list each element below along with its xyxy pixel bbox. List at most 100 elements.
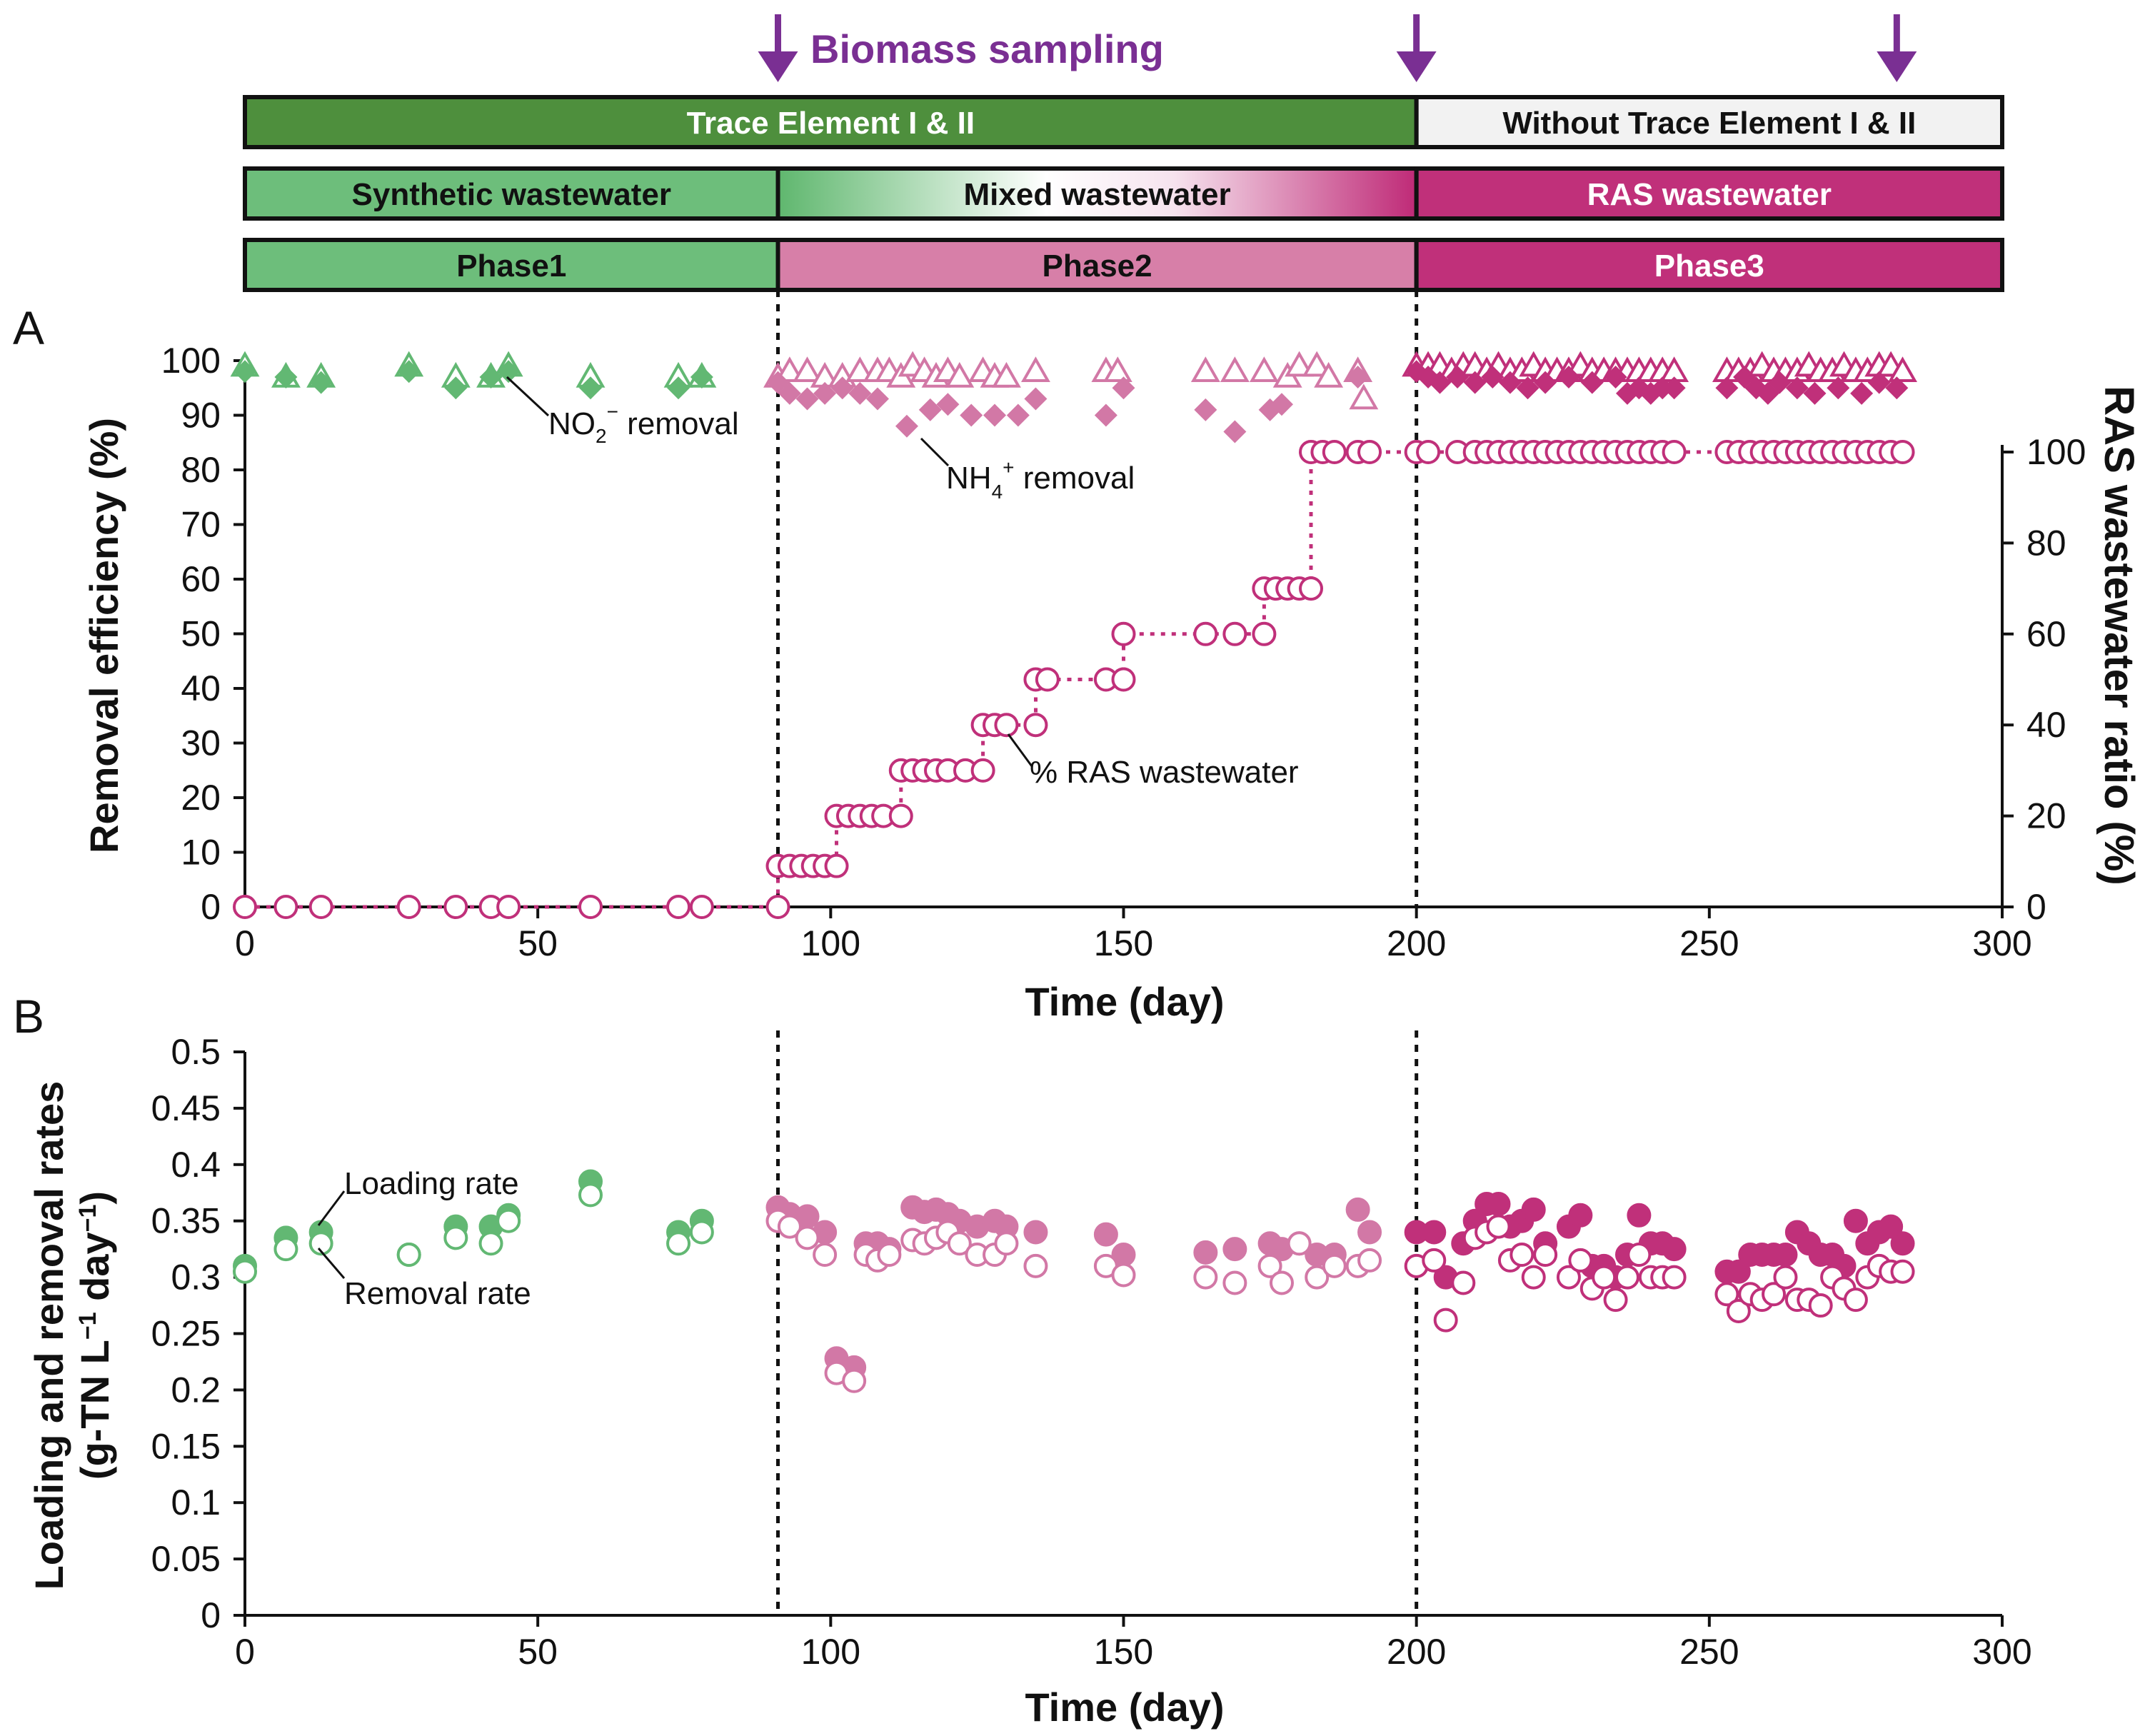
removal-point [1627, 1243, 1652, 1268]
b-ytick-label: 0.3 [171, 1258, 221, 1298]
nh4-point [1715, 376, 1739, 400]
annotation-leaders-b [317, 1190, 346, 1279]
ras-point [273, 895, 298, 919]
removal-point [1890, 1259, 1915, 1284]
removal-point [1257, 1253, 1282, 1278]
no2-point [1349, 383, 1379, 410]
a-y2tick-label: 0 [2026, 887, 2046, 927]
nh4-point [497, 360, 521, 383]
loading-point [1627, 1203, 1652, 1228]
a-ytick-label: 60 [181, 559, 221, 599]
nh4-point [1768, 371, 1792, 394]
a-xtick-label: 150 [1094, 923, 1153, 963]
a-ytick-label: 80 [181, 450, 221, 490]
b-xtick-label: 250 [1679, 1632, 1739, 1672]
chart-b: 0 50 100 150 200 250 300 0 0.05 0.1 0.15 0.2 0.25 0.3… [151, 1030, 2032, 1672]
b-ytick-label: 0.25 [151, 1314, 221, 1354]
bar-trace-1 [1414, 95, 2004, 149]
ras-point [689, 895, 714, 919]
bar-label-phase-2: Phase3 [1654, 249, 1764, 284]
removal-point [1222, 1270, 1247, 1295]
a-ytick-label: 10 [181, 833, 221, 873]
removal-point [689, 1220, 714, 1245]
removal-point [1533, 1243, 1558, 1268]
nh4-point [1006, 403, 1030, 427]
bar-wastewater-1 [775, 166, 1419, 221]
biomass-arrow-head [1877, 51, 1917, 82]
no2-point [1285, 351, 1315, 377]
ras-point [994, 713, 1019, 738]
removal-point [1305, 1265, 1330, 1290]
nh4-point [578, 376, 602, 400]
nh4-point [1850, 381, 1874, 405]
loading-point [1093, 1222, 1118, 1247]
chart-a-ylabel: Removal efficiency (%) [81, 418, 126, 853]
ras-point [888, 803, 913, 828]
removal-point [1486, 1214, 1511, 1239]
ras-point [1890, 440, 1915, 464]
a-y2tick-label: 40 [2026, 705, 2066, 745]
no2-point [845, 356, 875, 383]
annotation-ras-wastewater: % RAS wastewater [1030, 755, 1299, 790]
nh4-point [1827, 376, 1850, 400]
ras-point [1111, 621, 1136, 646]
loading-point [1890, 1231, 1915, 1256]
bar-wastewater-2 [1414, 166, 2004, 221]
nh4-point [1498, 371, 1522, 394]
a-ytick-label: 0 [201, 887, 221, 927]
a-ytick-label: 70 [181, 505, 221, 545]
removal-point [1509, 1243, 1534, 1268]
bar-trace-0 [243, 95, 1419, 149]
a-xtick-label: 0 [235, 923, 255, 963]
no2-point [945, 361, 975, 388]
a-ytick-label: 50 [181, 614, 221, 654]
removal-point [1422, 1248, 1447, 1273]
loading-point [1222, 1237, 1247, 1262]
annotation-nh4-removal: NH4+ removal [946, 456, 1135, 503]
removal-point [1521, 1265, 1546, 1290]
nh4-point [1534, 371, 1557, 394]
annotation-removal-rate: Removal rate [344, 1276, 531, 1311]
loading-point [1726, 1259, 1751, 1284]
removal-point [1433, 1308, 1458, 1333]
nh4-point [1604, 365, 1627, 388]
leader-no2 [506, 376, 550, 417]
b-xtick-label: 150 [1094, 1632, 1153, 1672]
annotation-no2-removal: NO2− removal [548, 401, 739, 447]
chart-a-y2label: RAS wastewater ratio (%) [2096, 386, 2142, 885]
a-ytick-label: 20 [181, 778, 221, 818]
a-y2tick-label: 80 [2026, 523, 2066, 563]
b-ytick-label: 0.4 [171, 1145, 221, 1185]
a-xtick-label: 300 [1972, 923, 2031, 963]
ras-point [496, 895, 521, 919]
nh4-point [830, 376, 854, 400]
b-xtick-label: 100 [801, 1632, 860, 1672]
a-y2tick-label: 20 [2026, 796, 2066, 836]
ras-point [1252, 621, 1277, 646]
bar-label-trace-0: Trace Element I & II [687, 106, 975, 141]
ras-point [666, 895, 691, 919]
leader-removal [317, 1248, 346, 1279]
no2-point [1102, 356, 1132, 383]
removal-point [1592, 1265, 1617, 1290]
panel-label-a: A [13, 301, 44, 354]
removal-point [478, 1231, 503, 1256]
b-xtick-label: 0 [235, 1632, 255, 1672]
chart-a: 0 50 100 150 200 250 3000102030405060708090100… [161, 290, 2086, 963]
removal-point [443, 1225, 468, 1250]
a-ytick-label: 40 [181, 668, 221, 708]
b-ytick-label: 0.2 [171, 1370, 221, 1410]
loading-point [1193, 1240, 1218, 1265]
removal-point [877, 1243, 902, 1268]
loading-point [1521, 1197, 1546, 1222]
ras-point [578, 895, 603, 919]
bar-label-wastewater-0: Synthetic wastewater [352, 177, 672, 212]
loading-point [1843, 1208, 1868, 1233]
removal-point [496, 1208, 521, 1233]
a-ytick-label: 30 [181, 723, 221, 763]
no2-point [793, 356, 822, 383]
loading-point [1023, 1220, 1048, 1245]
nh4-point [1194, 398, 1217, 421]
nh4-point [1803, 381, 1827, 405]
series-nh4-removal [233, 360, 1909, 443]
